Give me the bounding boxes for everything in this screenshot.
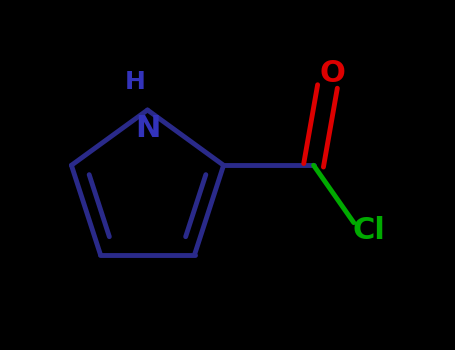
Text: H: H xyxy=(125,70,146,95)
Text: Cl: Cl xyxy=(352,216,385,245)
Text: N: N xyxy=(135,114,160,143)
Text: O: O xyxy=(319,60,345,89)
